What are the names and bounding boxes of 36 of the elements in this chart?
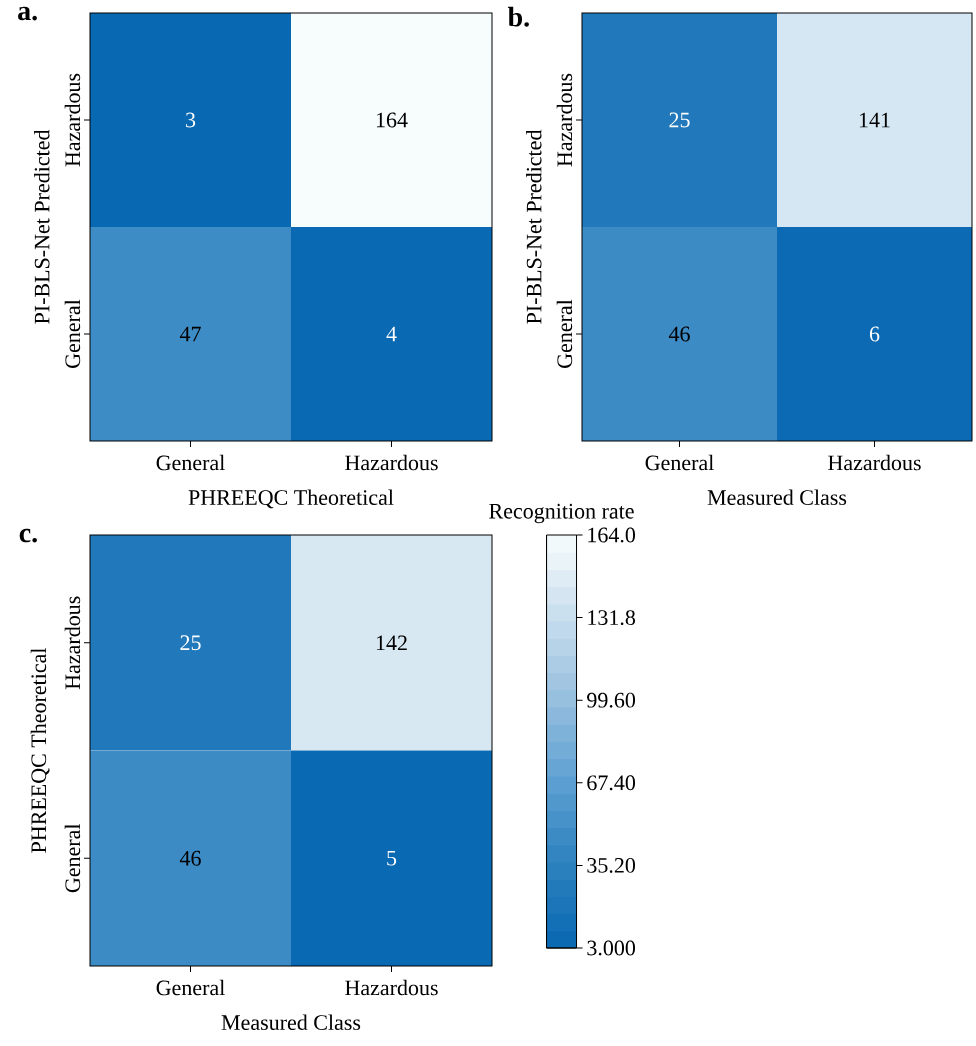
data-label: 5 [387, 850, 397, 866]
x-tick-label: General [645, 454, 714, 471]
x-axis-title: PHREEQC Theoretical [188, 489, 394, 509]
data-label: 142 [376, 635, 407, 651]
color-bar-label: 131.8 [588, 610, 636, 626]
chart-title: b. [507, 6, 529, 27]
data-label: 46 [668, 326, 690, 342]
data-label: 25 [669, 112, 690, 128]
color-bar-label: 35.20 [587, 857, 636, 873]
data-label: 164 [376, 112, 408, 128]
x-tick-label: Hazardous [828, 454, 921, 471]
data-label: 4 [386, 326, 397, 342]
y-axis-title: PHREEQC Theoretical [30, 647, 50, 853]
x-tick-label: General [156, 454, 225, 471]
data-label: 25 [180, 635, 201, 651]
chart-title: a. [18, 6, 37, 21]
chart-title: c. [19, 528, 37, 543]
x-axis-title: Measured Class [221, 1014, 361, 1030]
y-tick-label: Hazardous [64, 596, 81, 690]
y-tick-label: General [64, 823, 81, 893]
y-tick-label: General [64, 299, 81, 368]
y-tick-label: Hazardous [64, 73, 81, 167]
color-bar-label: 164.0 [588, 527, 636, 543]
data-label: 47 [179, 326, 201, 342]
color-bar-label: 67.40 [587, 775, 636, 791]
y-axis-title: PI-BLS-Net Predicted [34, 129, 50, 324]
data-label: 46 [179, 850, 201, 866]
color-bar-label: 3.000 [587, 940, 636, 956]
color-bar-title: Recognition rate [489, 503, 634, 524]
color-bar-label: 99.60 [587, 692, 636, 708]
x-axis-title: Measured Class [707, 489, 847, 505]
data-label: 6 [869, 326, 880, 342]
data-label: 141 [859, 112, 890, 128]
data-label: 3 [186, 112, 196, 128]
x-tick-label: Hazardous [345, 454, 438, 471]
y-axis-title: PI-BLS-Net Predicted [526, 129, 542, 324]
